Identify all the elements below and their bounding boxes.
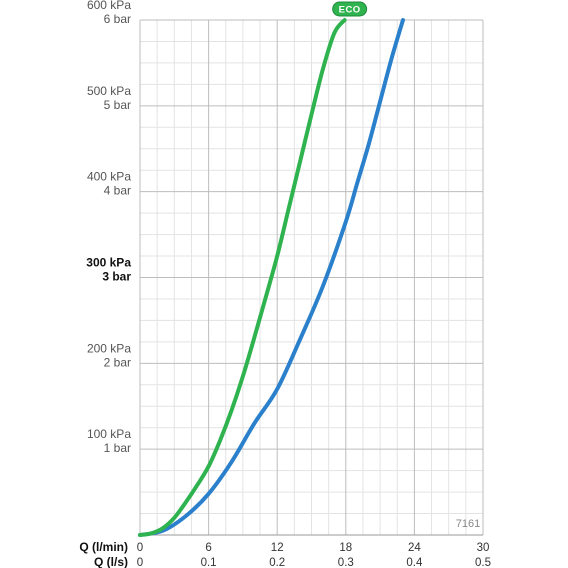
- y-tick-label-kpa: 300 kPa: [86, 256, 131, 270]
- y-tick-label-bar: 6 bar: [104, 12, 131, 26]
- y-tick-label-bar: 1 bar: [104, 441, 131, 455]
- x-tick-label-primary: 6: [205, 542, 211, 554]
- y-tick-label-kpa: 500 kPa: [87, 84, 131, 98]
- x-tick-label-secondary: 0.2: [269, 557, 285, 568]
- x-tick-label-secondary: 0.5: [475, 557, 491, 568]
- x-axis-labels: 0 0 6 0.1 12 0.2 18 0.3 24 0.4 30 0.5: [137, 542, 491, 568]
- y-tick-label-bar: 4 bar: [104, 184, 131, 198]
- y-tick-label-kpa: 600 kPa: [87, 0, 131, 12]
- y-tick-label-bar: 2 bar: [104, 355, 131, 369]
- standard-series-line: [138, 18, 405, 537]
- y-tick-label-kpa: 100 kPa: [87, 427, 131, 441]
- eco-series-line: [138, 18, 347, 537]
- series-layer: ECO: [138, 1, 405, 537]
- major-grid: [139, 19, 484, 536]
- x-tick-label-primary: 0: [137, 542, 143, 554]
- x-tick-label-secondary: 0.1: [201, 557, 217, 568]
- x-tick-label-secondary: 0.4: [406, 557, 423, 568]
- y-tick-label-bar: 5 bar: [104, 98, 131, 112]
- y-tick-label-bar: 3 bar: [102, 270, 131, 284]
- x-tick-label-primary: 12: [271, 542, 284, 554]
- x-axis-title-primary: Q (l/min): [79, 540, 128, 554]
- y-tick-label-kpa: 200 kPa: [87, 341, 131, 355]
- x-axis-title-secondary: Q (l/s): [94, 555, 128, 568]
- x-tick-label-secondary: 0: [137, 557, 143, 568]
- eco-badge: ECO: [332, 1, 368, 17]
- eco-badge-pill: [332, 1, 368, 17]
- x-tick-label-primary: 18: [339, 542, 352, 554]
- y-tick-label-kpa: 400 kPa: [87, 170, 131, 184]
- model-code-label: 7161: [456, 518, 480, 530]
- x-tick-label-secondary: 0.3: [338, 557, 354, 568]
- x-tick-label-primary: 24: [408, 542, 421, 554]
- x-tick-label-primary: 30: [477, 542, 490, 554]
- eco-badge-label: ECO: [339, 5, 361, 16]
